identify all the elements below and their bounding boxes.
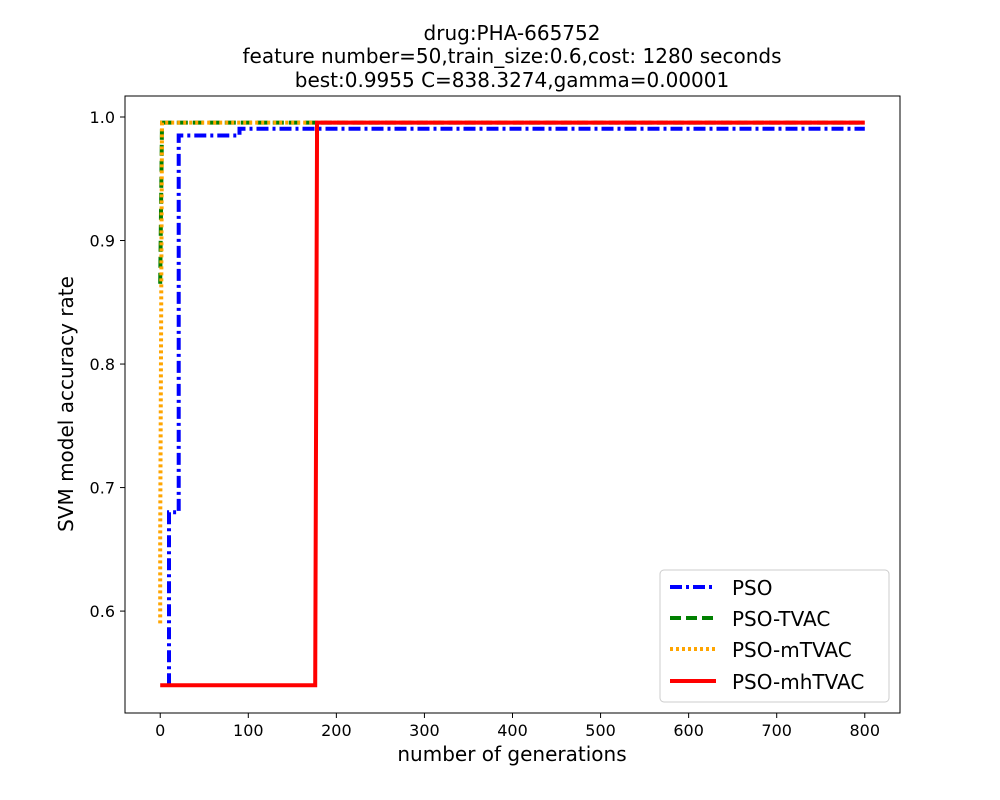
x-tick-label: 700 [761,721,792,740]
x-tick-label: 500 [585,721,616,740]
legend-box [659,569,890,703]
chart-title-line-3: best:0.9955 C=838.3274,gamma=0.00001 [295,68,729,92]
chart-title-line-1: drug:PHA-665752 [424,21,601,45]
legend-label-pso: PSO [732,576,773,600]
x-axis-label: number of generations [397,742,626,766]
legend: PSO PSO-TVAC PSO-mTVAC PSO-mhTVAC [659,569,890,703]
x-tick-label: 200 [321,721,352,740]
y-axis: 0.6 0.7 0.8 0.9 1.0 [90,108,125,621]
legend-label-pso-mhtvac: PSO-mhTVAC [732,670,864,694]
x-axis: 0 100 200 300 400 500 600 700 800 [155,713,880,740]
y-axis-label: SVM model accuracy rate [54,276,78,532]
x-tick-label: 0 [155,721,165,740]
series-line-pso-mtvac [158,120,865,624]
x-tick-label: 100 [233,721,264,740]
x-tick-label: 800 [849,721,880,740]
x-tick-label: 300 [409,721,440,740]
plot-lines [158,120,865,688]
y-tick-label: 0.8 [90,355,115,374]
legend-label-pso-mtvac: PSO-mTVAC [732,638,852,662]
series-line-pso [167,126,865,686]
y-tick-label: 0.6 [90,602,115,621]
series-line-pso-mhtvac [160,120,865,688]
y-tick-label: 0.7 [90,479,115,498]
x-tick-label: 600 [673,721,704,740]
y-tick-label: 1.0 [90,108,115,127]
chart-title-line-2: feature number=50,train_size:0.6,cost: 1… [242,44,781,68]
x-tick-label: 400 [497,721,528,740]
series-line-pso-tvac [158,120,865,284]
y-tick-label: 0.9 [90,232,115,251]
legend-label-pso-tvac: PSO-TVAC [732,607,830,631]
